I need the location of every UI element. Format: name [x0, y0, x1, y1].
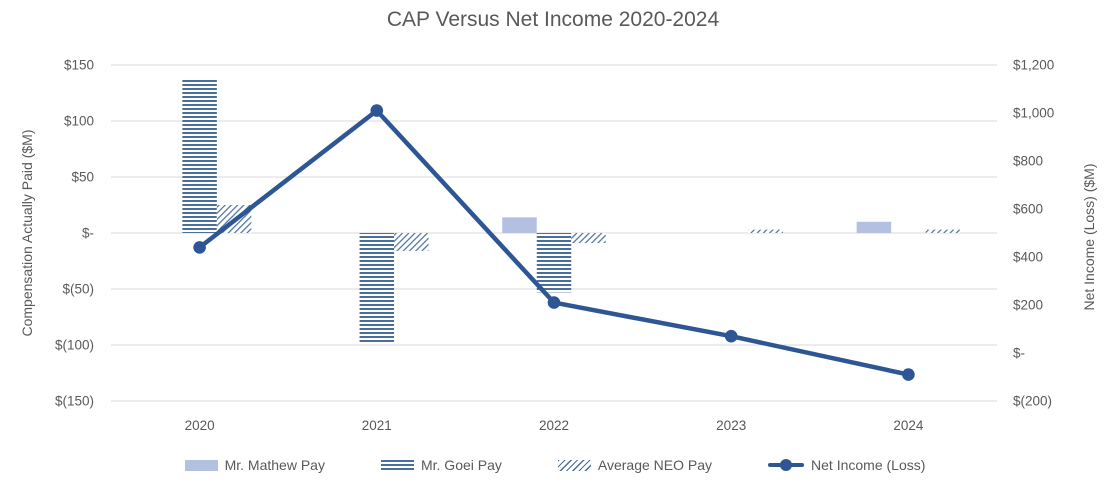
x-axis-tick-label: 2022 [539, 418, 569, 433]
legend: Mr. Mathew Pay Mr. Goei Pay Average NEO … [0, 451, 1110, 479]
legend-item-goei-pay: Mr. Goei Pay [380, 457, 502, 473]
bar-mr-goei-pay-2020 [182, 79, 217, 233]
legend-label-mathew-pay: Mr. Mathew Pay [224, 457, 325, 473]
x-axis-tick-label: 2021 [362, 418, 392, 433]
net-income-point-2020 [193, 241, 206, 254]
bar-average-neo-pay-2023 [748, 229, 783, 233]
net-income-point-2022 [547, 296, 561, 309]
legend-label-goei-pay: Mr. Goei Pay [420, 457, 502, 473]
legend-label-net-income: Net Income (Loss) [811, 457, 926, 473]
legend-swatch-diagonal-hatch-bar-icon [557, 459, 591, 471]
left-axis-tick-label: $150 [64, 58, 94, 73]
right-axis-tick-label: $- [1013, 346, 1025, 361]
right-axis-tick-label: $400 [1013, 250, 1043, 265]
bar-average-neo-pay-2024 [925, 229, 961, 233]
right-axis-tick-label: $1,200 [1013, 58, 1054, 73]
right-axis-tick-label: $800 [1013, 154, 1043, 169]
line-marker-icon [780, 459, 793, 471]
chart-title: CAP Versus Net Income 2020-2024 [386, 8, 720, 31]
bar-mr-mathew-pay-2024 [856, 221, 892, 233]
net-income-point-2024 [902, 368, 915, 381]
bar-average-neo-pay-2022 [571, 233, 606, 244]
bar-mr-goei-pay-2022 [536, 233, 572, 293]
legend-swatch-line-icon [768, 459, 805, 471]
legend-item-average-neo-pay: Average NEO Pay [557, 457, 713, 473]
legend-swatch-solid-bar-icon [184, 459, 218, 471]
left-axis-tick-label: $- [82, 226, 94, 241]
left-axis-tick-label: $(100) [55, 338, 94, 353]
left-axis-tick-label: $100 [64, 114, 94, 129]
left-axis-tick-label: $(150) [55, 394, 94, 409]
bar-mr-mathew-pay-2022 [502, 217, 537, 233]
x-axis-tick-label: 2023 [716, 418, 746, 433]
bar-mr-goei-pay-2021 [359, 233, 395, 344]
right-axis-tick-label: $(200) [1013, 394, 1052, 409]
bar-average-neo-pay-2021 [394, 233, 429, 251]
x-axis-tick-label: 2020 [185, 418, 215, 433]
left-axis-tick-label: $(50) [62, 282, 94, 297]
left-axis-tick-label: $50 [71, 170, 94, 185]
net-income-point-2021 [370, 104, 384, 117]
legend-swatch-horizontal-stripe-bar-icon [380, 459, 414, 471]
legend-label-average-neo-pay: Average NEO Pay [597, 457, 713, 473]
legend-item-mathew-pay: Mr. Mathew Pay [184, 457, 325, 473]
net-income-point-2023 [724, 329, 738, 343]
legend-item-net-income: Net Income (Loss) [768, 457, 925, 473]
x-axis-tick-label: 2024 [893, 418, 924, 433]
right-axis-tick-label: $200 [1013, 298, 1043, 313]
right-axis-tick-label: $600 [1013, 202, 1043, 217]
right-axis-tick-label: $1,000 [1013, 106, 1054, 121]
